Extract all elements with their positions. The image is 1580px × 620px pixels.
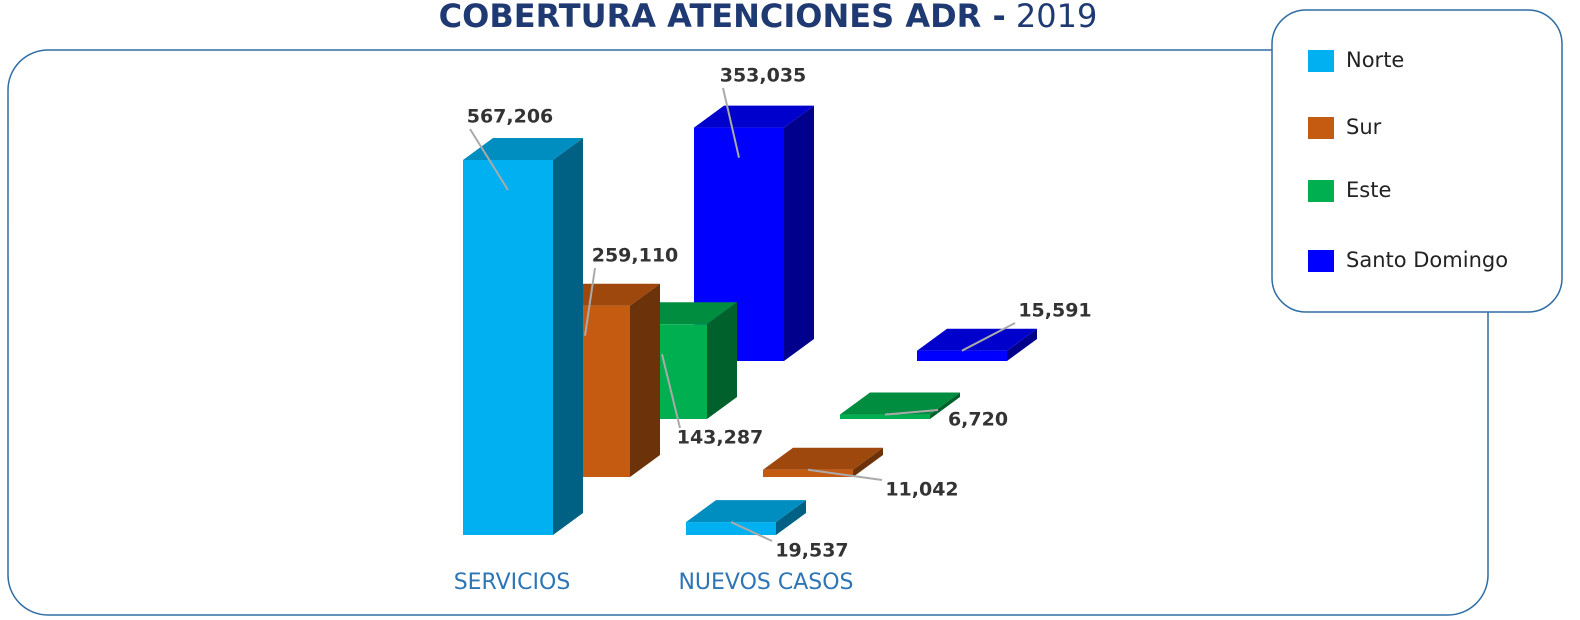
- legend-label: Santo Domingo: [1346, 248, 1508, 272]
- bar-side: [630, 283, 660, 477]
- legend-label: Sur: [1346, 115, 1382, 139]
- leader-line: [730, 521, 773, 542]
- value-label: 567,206: [467, 106, 554, 128]
- legend-swatch: [1308, 250, 1334, 272]
- bar: [840, 392, 960, 419]
- legend-swatch: [1308, 180, 1334, 202]
- leader-line: [722, 87, 740, 158]
- leader-line: [884, 409, 939, 416]
- value-label: 15,591: [1018, 300, 1091, 322]
- value-label: 353,035: [720, 65, 807, 87]
- title-main: COBERTURA ATENCIONES ADR -: [439, 0, 1006, 35]
- category-label: SERVICIOS: [454, 570, 571, 595]
- bar-front: [917, 350, 1007, 361]
- legend-swatch: [1308, 50, 1334, 72]
- bar-front: [763, 469, 853, 477]
- bar: [463, 138, 583, 535]
- value-label: 11,042: [885, 479, 958, 501]
- leader-line: [661, 354, 681, 429]
- bar-side: [853, 447, 883, 477]
- bar-side: [1007, 328, 1037, 361]
- bar-side: [930, 392, 960, 419]
- chart-title: COBERTURA ATENCIONES ADR - 2019: [439, 0, 1098, 35]
- bar-front: [463, 160, 553, 535]
- value-label: 259,110: [592, 245, 679, 267]
- bar: [917, 328, 1037, 361]
- bar: [686, 500, 806, 535]
- bar-top: [686, 500, 806, 523]
- legend-swatch: [1308, 117, 1334, 139]
- legend-label: Este: [1346, 178, 1391, 202]
- bar: [763, 447, 883, 477]
- bar-top: [694, 105, 814, 128]
- bar-front: [686, 522, 776, 535]
- bar-side: [553, 138, 583, 535]
- leader-line: [469, 128, 509, 191]
- legend-box: [1271, 9, 1563, 313]
- bar-side: [784, 105, 814, 362]
- bar-front: [840, 414, 930, 419]
- bar-side: [776, 500, 806, 535]
- chart-frame: [7, 49, 1489, 616]
- bar-side: [707, 302, 737, 419]
- value-label: 143,287: [677, 427, 764, 449]
- value-label: 6,720: [948, 409, 1008, 431]
- bar-top: [463, 138, 583, 160]
- leader-line: [807, 468, 883, 481]
- leader-line: [961, 322, 1016, 352]
- category-label: NUEVOS CASOS: [678, 570, 853, 595]
- bar-top: [840, 392, 960, 415]
- leader-line: [584, 267, 596, 336]
- title-year: 2019: [1016, 0, 1097, 35]
- bar-top: [917, 328, 1037, 351]
- bar-top: [763, 447, 883, 470]
- value-label: 19,537: [775, 540, 848, 562]
- legend-label: Norte: [1346, 48, 1404, 72]
